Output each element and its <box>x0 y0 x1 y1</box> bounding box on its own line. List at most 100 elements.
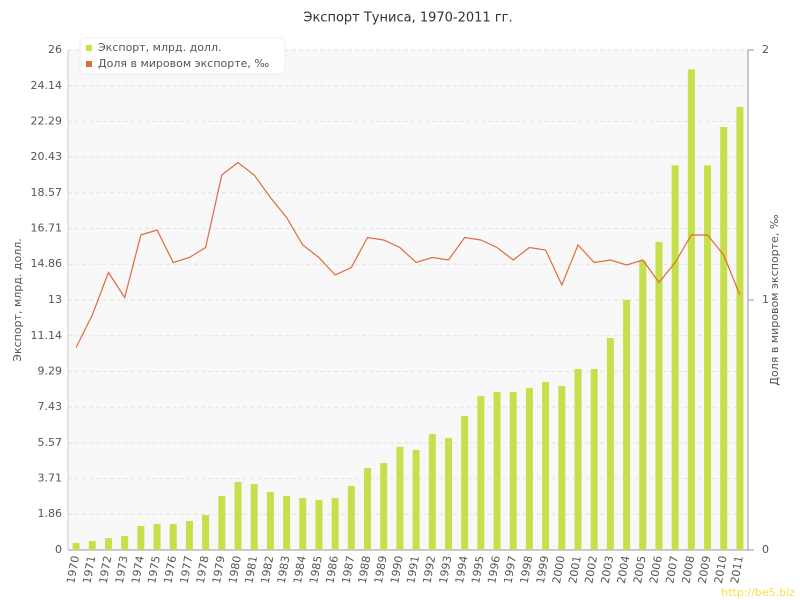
y-tick-label: 11.14 <box>31 329 63 342</box>
bar <box>396 446 404 550</box>
y-tick-label: 24.14 <box>31 79 63 92</box>
x-tick-label: 1980 <box>226 555 244 585</box>
x-tick-label: 1971 <box>81 555 99 585</box>
x-tick-label: 1990 <box>388 555 406 585</box>
x-tick-label: 1986 <box>323 555 341 585</box>
x-tick-label: 1991 <box>404 555 422 585</box>
x-tick-label: 1983 <box>275 555 293 585</box>
x-tick-label: 1978 <box>194 555 212 585</box>
bar <box>72 543 80 550</box>
y-tick-label: 16.71 <box>31 222 63 235</box>
bar <box>525 388 533 550</box>
watermark: http://be5.biz <box>721 586 795 599</box>
x-tick-label: 2010 <box>712 555 730 585</box>
bar <box>153 524 161 550</box>
y-tick-label: 5.57 <box>38 436 63 449</box>
x-tick-label: 1988 <box>356 555 374 585</box>
y-tick-label: 20.43 <box>31 150 63 163</box>
bar <box>283 495 291 550</box>
bar <box>590 369 598 550</box>
x-tick-label: 2006 <box>647 555 665 585</box>
bar <box>720 126 728 550</box>
x-tick-label: 1994 <box>453 555 471 585</box>
y-tick-label: 22.29 <box>31 114 63 127</box>
x-tick-label: 1999 <box>534 555 552 585</box>
bar <box>493 391 501 550</box>
bar <box>542 381 550 550</box>
x-tick-label: 1985 <box>307 555 325 585</box>
y2-tick-label: 2 <box>762 43 769 56</box>
x-tick-label: 2002 <box>582 555 600 585</box>
line <box>75 161 741 348</box>
y-tick-label: 14.86 <box>31 257 63 270</box>
bar <box>169 524 177 550</box>
bar <box>461 415 469 550</box>
bar <box>315 500 323 550</box>
bar <box>509 391 517 550</box>
x-tick-label: 2001 <box>566 555 584 585</box>
legend-swatch <box>86 45 92 51</box>
x-tick-label: 1982 <box>259 555 277 585</box>
legend-swatch <box>86 61 92 67</box>
x-tick-label: 2008 <box>680 555 698 585</box>
bar <box>477 396 485 550</box>
x-tick-label: 1996 <box>485 555 503 585</box>
y-tick-label: 0 <box>55 543 62 556</box>
x-tick-label: 2007 <box>663 555 681 585</box>
bar <box>266 491 274 550</box>
legend-label: Экспорт, млрд. долл. <box>98 41 221 54</box>
bar <box>428 434 436 550</box>
x-tick-label: 1989 <box>372 555 390 585</box>
x-tick-label: 1970 <box>64 555 82 585</box>
y-tick-label: 26 <box>48 43 62 56</box>
bar <box>574 369 582 550</box>
bar <box>88 540 96 550</box>
bar <box>623 300 631 550</box>
x-tick-label: 1972 <box>97 555 115 585</box>
bar <box>639 260 647 550</box>
x-tick-label: 1975 <box>145 555 163 585</box>
legend-box <box>79 37 286 75</box>
x-tick-label: 2011 <box>728 555 746 585</box>
x-tick-label: 1993 <box>437 555 455 585</box>
bar <box>299 498 307 550</box>
y-tick-label: 18.57 <box>31 186 63 199</box>
y2-tick-label: 0 <box>762 543 769 556</box>
x-tick-label: 1979 <box>210 555 228 585</box>
y2-tick-label: 1 <box>762 293 769 306</box>
bar <box>380 463 388 550</box>
x-tick-label: 1973 <box>113 555 131 585</box>
bar <box>202 515 210 550</box>
bar <box>364 468 372 550</box>
x-tick-label: 1981 <box>242 555 260 585</box>
x-tick-label: 2009 <box>696 555 714 585</box>
bar <box>104 538 112 550</box>
y-tick-label: 13 <box>48 293 62 306</box>
bar <box>412 450 420 550</box>
bar <box>331 498 339 550</box>
bar <box>671 165 679 550</box>
bar <box>687 69 695 550</box>
x-tick-label: 1995 <box>469 555 487 585</box>
chart-title: Экспорт Туниса, 1970-2011 гг. <box>303 11 512 26</box>
x-tick-label: 2003 <box>599 555 617 585</box>
bar <box>185 520 193 550</box>
y-tick-label: 3.71 <box>38 472 63 485</box>
x-tick-label: 1974 <box>129 555 147 585</box>
bar <box>736 106 744 550</box>
bar <box>444 438 452 550</box>
bar <box>558 385 566 550</box>
bar <box>347 485 355 550</box>
x-tick-label: 1992 <box>421 555 439 585</box>
x-tick-label: 1977 <box>178 555 196 585</box>
y-tick-label: 1.86 <box>38 507 63 520</box>
y2-axis-title: Доля в мировом экспорте, ‰ <box>768 214 781 385</box>
x-tick-label: 1998 <box>518 555 536 585</box>
x-tick-label: 2000 <box>550 555 568 585</box>
x-tick-label: 2004 <box>615 555 633 585</box>
y-tick-label: 7.43 <box>38 400 63 413</box>
bar <box>121 535 129 550</box>
y-axis-title: Экспорт, млрд. долл. <box>11 238 24 361</box>
